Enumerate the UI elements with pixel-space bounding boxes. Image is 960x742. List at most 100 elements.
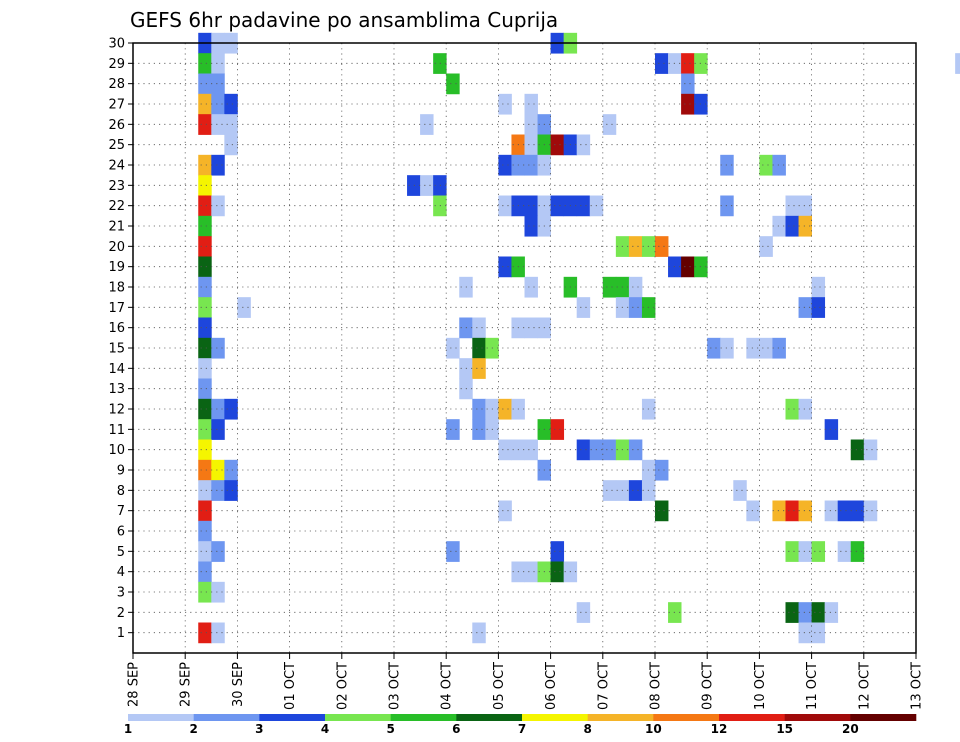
heatmap-cell-m22-s28 [498, 195, 512, 217]
y-tick-label-5: 5 [117, 545, 125, 560]
heatmap-cell-m9-s6 [211, 459, 225, 481]
x-tick-label-11: 09 OCT [701, 662, 716, 710]
legend-swatch-5 [456, 714, 523, 721]
legend-swatch-2 [259, 714, 326, 721]
heatmap-cell-m1-s5 [198, 622, 212, 644]
y-tick-label-2: 2 [117, 606, 125, 621]
legend-swatch-7 [587, 714, 654, 721]
y-tick-label-12: 12 [108, 403, 125, 418]
heatmap-cell-m15-s44 [707, 337, 721, 359]
y-tick-label-20: 20 [108, 240, 125, 255]
legend-swatch-9 [719, 714, 785, 721]
x-tick-label-6: 04 OCT [440, 662, 455, 710]
heatmap-cell-m7-s51 [798, 500, 812, 522]
heatmap-cell-m20-s5 [198, 236, 212, 257]
heatmap-cell-m3-s5 [198, 581, 212, 603]
heatmap-cell-m5-s6 [211, 541, 225, 562]
heatmap-cell-m5-s50 [785, 541, 799, 562]
heatmap-cell-m20-s48 [759, 236, 773, 257]
y-tick-label-28: 28 [108, 77, 125, 92]
heatmap-cell-m11-s24 [446, 419, 460, 440]
heatmap-cell-m2-s34 [576, 602, 591, 623]
heatmap-cell-m23-s5 [198, 175, 212, 196]
heatmap-cell-m5-s54 [837, 541, 852, 562]
y-tick-label-17: 17 [108, 301, 125, 316]
heatmap-cell-m7-s5 [198, 500, 212, 522]
heatmap-cell-m7-s47 [746, 500, 760, 522]
heatmap-cell-m16-s30 [524, 317, 538, 339]
legend-label-12: 12 [711, 722, 728, 736]
heatmap-cell-m21-s5 [198, 215, 212, 237]
x-tick-label-8: 06 OCT [544, 662, 559, 710]
heatmap-cell-m10-s38 [628, 439, 643, 461]
heatmap-cell-m2-s52 [811, 602, 826, 623]
heatmap-cell-m24-s5 [198, 154, 212, 176]
y-tick-label-24: 24 [108, 159, 125, 174]
heatmap-cell-m18-s36 [602, 276, 617, 298]
heatmap-cell-m7-s54 [837, 500, 852, 522]
heatmap-cell-m8-s38 [628, 480, 643, 501]
heatmap-cell-m10-s36 [602, 439, 617, 461]
heatmap-cell-m13-s5 [198, 378, 212, 400]
heatmap-cell-m21-s30 [524, 215, 538, 237]
heatmap-cell-m21-s51 [798, 215, 812, 237]
heatmap-cell-m17-s51 [798, 297, 812, 318]
heatmap-cell-m15-s5 [198, 337, 212, 359]
heatmap-cell-m5-s32 [550, 541, 565, 562]
x-tick-label-5: 03 OCT [388, 662, 403, 710]
legend-label-2: 2 [189, 722, 197, 736]
heatmap-cell-m8-s36 [602, 480, 617, 501]
heatmap-cell-m18-s52 [811, 276, 826, 298]
x-tick-label-3: 01 OCT [283, 662, 298, 710]
heatmap-cell-m23-s21 [407, 175, 421, 196]
heatmap-cell-m22-s50 [785, 195, 799, 217]
heatmap-cell-m4-s5 [198, 561, 212, 583]
y-tick-label-4: 4 [117, 565, 125, 580]
heatmap-cell-m8-s46 [733, 480, 747, 501]
legend-label-8: 8 [583, 722, 591, 736]
heatmap-cell-m1-s51 [798, 622, 812, 644]
heatmap-cell-m15-s49 [772, 337, 786, 359]
heatmap-cell-m23-s22 [420, 175, 434, 196]
y-tick-label-27: 27 [108, 98, 125, 113]
y-axis: 1234567891011121314151617181920212223242… [108, 37, 133, 641]
heatmap-cell-m15-s48 [759, 337, 773, 359]
heatmap-cell-m2-s53 [824, 602, 839, 623]
heatmap-cell-m28-s42 [681, 73, 695, 95]
heatmap-cell-m1-s52 [811, 622, 826, 644]
heatmap-cell-m28-s5 [198, 73, 212, 95]
heatmap-cell-m24-s30 [524, 154, 538, 176]
legend-label-5: 5 [386, 722, 394, 736]
heatmap-cell-m3-s6 [211, 581, 225, 603]
heatmap-cell-m8-s5 [198, 480, 212, 501]
legend-swatch-10 [784, 714, 851, 721]
heatmap-cell-m27-s30 [524, 93, 538, 115]
heatmap-cell-m7-s53 [824, 500, 839, 522]
legend-label-15: 15 [776, 722, 793, 736]
heatmap-cell-m27-s6 [211, 93, 225, 115]
x-tick-label-10: 08 OCT [649, 662, 664, 710]
heatmap-cell-m2-s50 [785, 602, 799, 623]
heatmap-cell-m27-s7 [224, 93, 238, 115]
legend-swatch-11 [850, 714, 917, 721]
y-tick-label-9: 9 [117, 464, 125, 479]
x-tick-label-15: 13 OCT [910, 662, 925, 710]
heatmap-cell-m5-s51 [798, 541, 812, 562]
y-tick-label-19: 19 [108, 260, 125, 275]
heatmap-cell-m11-s32 [550, 419, 565, 440]
heatmap-cell-m6-s5 [198, 520, 212, 542]
heatmap-cell-m17-s34 [576, 297, 591, 318]
legend-label-1: 1 [124, 722, 132, 736]
heatmap-cell-m17-s52 [811, 297, 826, 318]
heatmap-cell-m12-s50 [785, 398, 799, 420]
heatmap-cell-m17-s8 [237, 297, 251, 318]
legend-swatch-8 [653, 714, 720, 721]
heatmap-cell-m14-s26 [472, 358, 486, 379]
heatmap-cell-m26-s6 [211, 114, 225, 135]
heatmap-cell-m2-s51 [798, 602, 812, 623]
heatmap-cell-m7-s56 [863, 500, 878, 522]
x-tick-label-7: 05 OCT [492, 662, 507, 710]
x-tick-label-4: 02 OCT [335, 662, 350, 710]
heatmap-cell-m16-s26 [472, 317, 486, 339]
heatmap-cell-m24-s49 [772, 154, 786, 176]
